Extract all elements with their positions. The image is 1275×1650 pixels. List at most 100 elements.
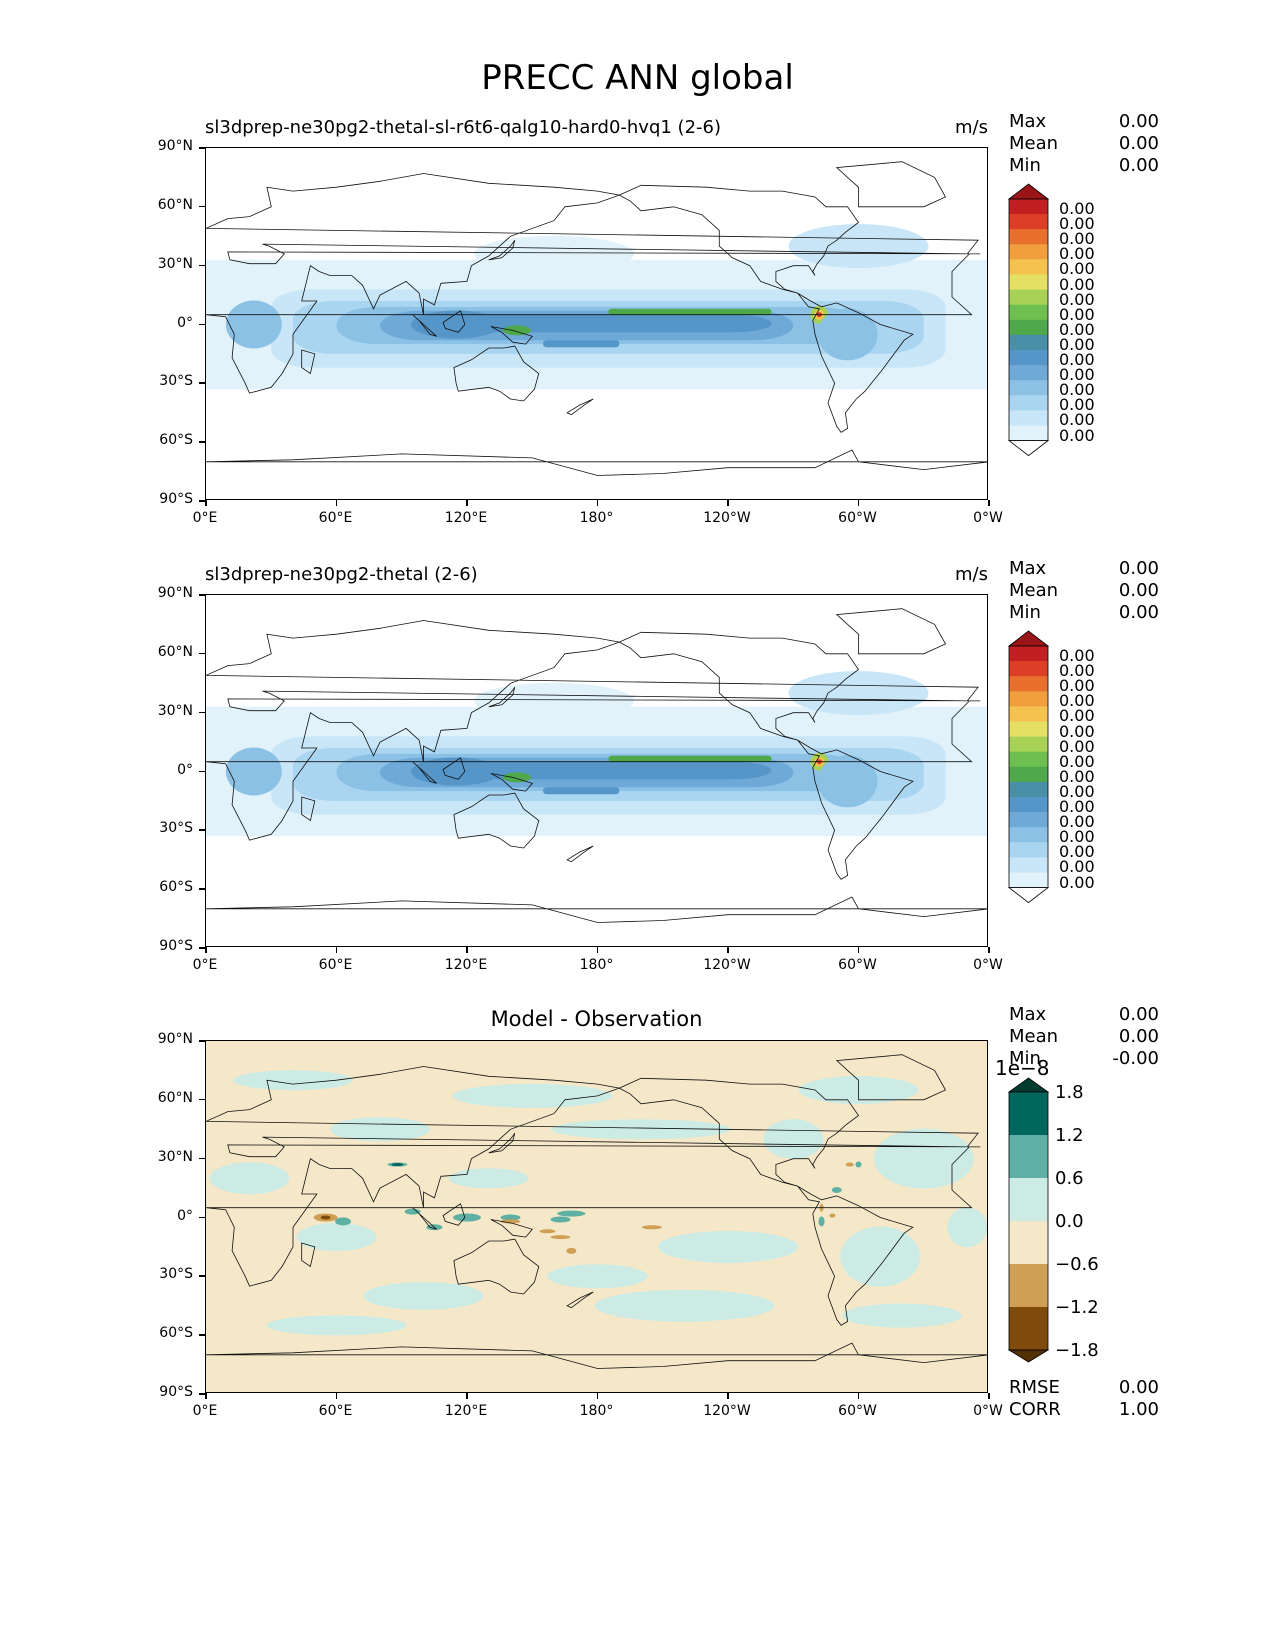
colorbar-tick-label: 0.00 xyxy=(1059,244,1095,264)
colorbar-tick-label: 0.00 xyxy=(1059,827,1095,847)
diff-teal-anomaly xyxy=(404,1208,421,1215)
colorbar-tick-label: 0.00 xyxy=(1059,319,1095,339)
stats-value: 0.00 xyxy=(1118,133,1159,154)
x-tick-label: 0°W xyxy=(973,957,1003,973)
coastline xyxy=(835,1054,947,1101)
x-tick-label: 60°W xyxy=(838,510,877,526)
map-canvas xyxy=(206,608,987,923)
stats-label: Mean xyxy=(1009,1026,1059,1047)
y-tick-label: 90°N xyxy=(157,138,193,154)
stats-value: 0.00 xyxy=(1118,111,1159,132)
diff-positive-region xyxy=(873,1128,974,1189)
coastline xyxy=(566,398,594,416)
colorbar-tick-label: 0.0 xyxy=(1055,1211,1084,1232)
colorbar-outline xyxy=(1008,1091,1049,1351)
colorbar-segment xyxy=(1009,736,1048,753)
colorbar-tick-label: 0.00 xyxy=(1059,812,1095,832)
colorbar-tick-label: 1.8 xyxy=(1055,1082,1084,1103)
colorbar-tick-label: 0.00 xyxy=(1059,350,1095,369)
coastline xyxy=(206,173,981,394)
diff-teal-anomaly xyxy=(550,1216,571,1223)
x-tick-mark xyxy=(727,500,729,506)
x-tick-mark xyxy=(466,500,468,506)
y-tick-mark xyxy=(199,1275,205,1277)
colorbar-segment xyxy=(1009,1135,1048,1179)
precip-storm-track xyxy=(474,682,634,719)
precip-spcz xyxy=(543,340,620,348)
diff-strong-anomaly xyxy=(391,1163,404,1167)
panel-title: sl3dprep-ne30pg2-thetal (2-6) xyxy=(205,564,478,585)
y-tick-mark xyxy=(199,323,205,325)
colorbar-segment xyxy=(1009,244,1048,260)
precip-storm-track xyxy=(788,671,929,716)
diff-positive-region xyxy=(266,1315,407,1336)
coastline xyxy=(835,608,947,655)
x-tick-label: 60°W xyxy=(838,1403,877,1419)
colorbar-extend-max xyxy=(1008,1077,1050,1093)
metrics-label: CORR xyxy=(1009,1399,1061,1420)
colorbar-extend-min xyxy=(1008,1349,1050,1363)
diff-positive-region xyxy=(763,1119,824,1160)
coastline xyxy=(618,631,914,880)
colorbar-segment xyxy=(1009,766,1048,783)
coastline xyxy=(453,1238,540,1295)
diff-teal-anomaly xyxy=(335,1217,352,1226)
colorbar-tick-label: 0.00 xyxy=(1059,274,1095,294)
colorbar-tick-label: 0.00 xyxy=(1059,736,1095,756)
x-tick-mark xyxy=(596,1393,598,1399)
x-tick-label: 60°E xyxy=(318,510,353,526)
map-canvas xyxy=(206,1041,987,1392)
y-tick-label: 30°S xyxy=(159,820,193,837)
coastline xyxy=(453,792,540,849)
colorbar-tick-label: 0.00 xyxy=(1059,751,1095,771)
x-tick-mark xyxy=(205,947,207,953)
colorbar-tick-label: 0.00 xyxy=(1059,229,1095,249)
colorbar xyxy=(1008,1077,1050,1363)
colorbar-segment xyxy=(1009,214,1048,230)
x-tick-mark xyxy=(596,947,598,953)
stats-label: Min xyxy=(1009,155,1041,176)
colorbar-tick-label: 0.00 xyxy=(1059,646,1095,665)
colorbar-tick-label: 0.00 xyxy=(1059,334,1095,354)
colorbar-tick-label: 0.00 xyxy=(1059,425,1095,445)
stats-row: Max 0.00 xyxy=(1009,558,1159,580)
coastline xyxy=(488,239,516,261)
diff-positive-region xyxy=(363,1281,484,1310)
y-tick-mark xyxy=(199,264,205,267)
x-tick-label: 0°E xyxy=(192,1403,218,1419)
diff-brown-anomaly xyxy=(566,1247,577,1254)
colorbar-tick-label: 0.00 xyxy=(1059,857,1095,877)
x-tick-label: 0°E xyxy=(192,957,218,973)
colorbar-tick-label: 0.00 xyxy=(1059,289,1095,309)
stats-row: Min 0.00 xyxy=(1009,155,1159,177)
y-tick-mark xyxy=(199,770,205,772)
x-tick-mark xyxy=(988,947,990,953)
precip-maritime xyxy=(411,310,502,339)
coastline xyxy=(442,310,466,333)
coastline xyxy=(206,449,987,476)
y-tick-label: 60°S xyxy=(159,432,193,449)
colorbar-tick-label: 0.00 xyxy=(1059,842,1095,862)
x-tick-mark xyxy=(857,500,859,506)
diff-positive-region xyxy=(551,1119,731,1140)
colorbar-tick-label: 1.2 xyxy=(1055,1125,1084,1146)
y-tick-label: 60°N xyxy=(157,643,193,660)
colorbar-segment xyxy=(1009,274,1048,290)
y-tick-label: 30°S xyxy=(159,1266,193,1283)
x-tick-mark xyxy=(596,500,598,506)
colorbar-segment xyxy=(1009,1092,1048,1136)
x-tick-mark xyxy=(727,947,729,953)
coastline xyxy=(490,326,533,345)
colorbar-outline xyxy=(1008,198,1049,442)
colorbar-tick-label: 0.00 xyxy=(1059,380,1095,400)
x-tick-label: 120°E xyxy=(444,1403,488,1419)
diff-positive-region xyxy=(947,1207,987,1248)
stats-box: Max 0.00 Mean 0.00 Min -0.00 xyxy=(1009,1004,1159,1070)
colorbar-tick-label: 0.00 xyxy=(1059,872,1095,892)
precip-amazon xyxy=(817,755,878,808)
diff-positive-region xyxy=(452,1083,613,1108)
y-tick-mark xyxy=(199,1098,205,1101)
stats-value: 0.00 xyxy=(1118,155,1159,176)
colorbar-tick-label: 0.00 xyxy=(1059,781,1095,801)
colorbar-tick-label: 0.00 xyxy=(1059,706,1095,726)
